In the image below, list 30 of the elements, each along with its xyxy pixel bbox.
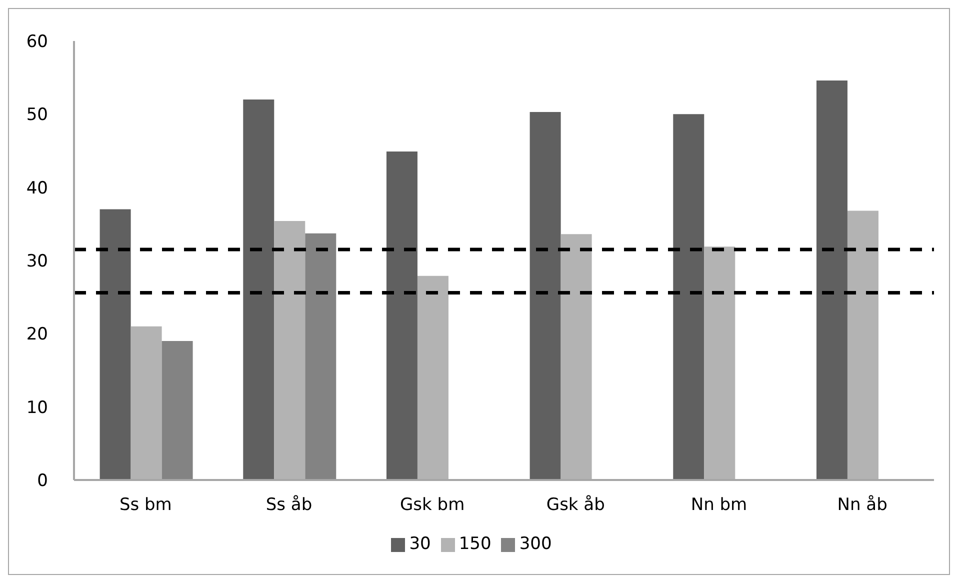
- x-tick-label: Gsk åb: [546, 495, 605, 516]
- legend-label: 150: [458, 534, 492, 554]
- bar: [386, 151, 418, 480]
- bar: [305, 233, 336, 480]
- bar: [560, 234, 592, 480]
- bar: [417, 276, 448, 480]
- y-tick-label: 40: [26, 178, 48, 198]
- bar: [816, 80, 848, 480]
- x-tick-label: Gsk bm: [400, 495, 465, 516]
- bar: [673, 114, 704, 480]
- y-tick-label: 60: [26, 32, 48, 52]
- x-tick-label: Nn bm: [690, 495, 748, 516]
- legend-label: 300: [519, 534, 552, 554]
- bar: [100, 209, 131, 480]
- y-tick-label: 10: [26, 398, 48, 418]
- y-tick-label: 0: [37, 471, 48, 492]
- bar: [704, 246, 736, 480]
- bar: [530, 112, 561, 480]
- bar: [274, 220, 306, 480]
- bar: [243, 100, 274, 480]
- bar: [162, 340, 193, 480]
- y-tick-label: 20: [26, 324, 48, 345]
- legend-label: 30: [409, 534, 431, 554]
- bar: [130, 326, 162, 480]
- x-tick-label: Ss bm: [119, 495, 172, 516]
- y-tick-label: 50: [26, 105, 48, 126]
- bar: [847, 210, 878, 480]
- x-tick-label: Nn åb: [837, 495, 888, 516]
- x-tick-label: Ss åb: [266, 495, 312, 516]
- y-tick-label: 30: [26, 252, 48, 272]
